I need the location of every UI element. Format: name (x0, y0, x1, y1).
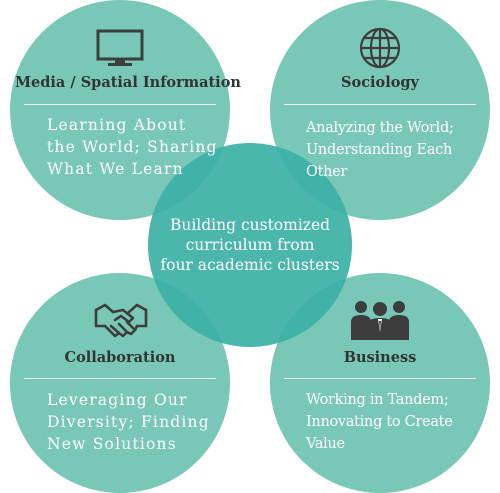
globe-icon (359, 27, 401, 69)
media-divider (24, 104, 216, 105)
handshake-icon (94, 303, 148, 338)
business-description: Working in Tandem; Innovating to Create … (306, 392, 453, 452)
sociology-description: Analyzing the World; Understanding Each … (306, 120, 454, 180)
center-circle (148, 143, 352, 347)
collaboration-title: Collaboration (64, 349, 176, 366)
media-title: Media / Spatial Information (15, 74, 241, 91)
monitor-icon (96, 29, 144, 66)
collaboration-divider (24, 378, 216, 379)
sociology-divider (284, 104, 476, 105)
sociology-title: Sociology (341, 74, 419, 91)
business-title: Business (343, 349, 417, 366)
collaboration-description: Leveraging Our Diversity; Finding New So… (47, 391, 210, 453)
center-text: Building customized curriculum from four… (160, 216, 340, 274)
business-divider (284, 378, 476, 379)
business-people-icon (351, 301, 409, 340)
media-description: Learning About the World; Sharing What W… (47, 116, 218, 178)
